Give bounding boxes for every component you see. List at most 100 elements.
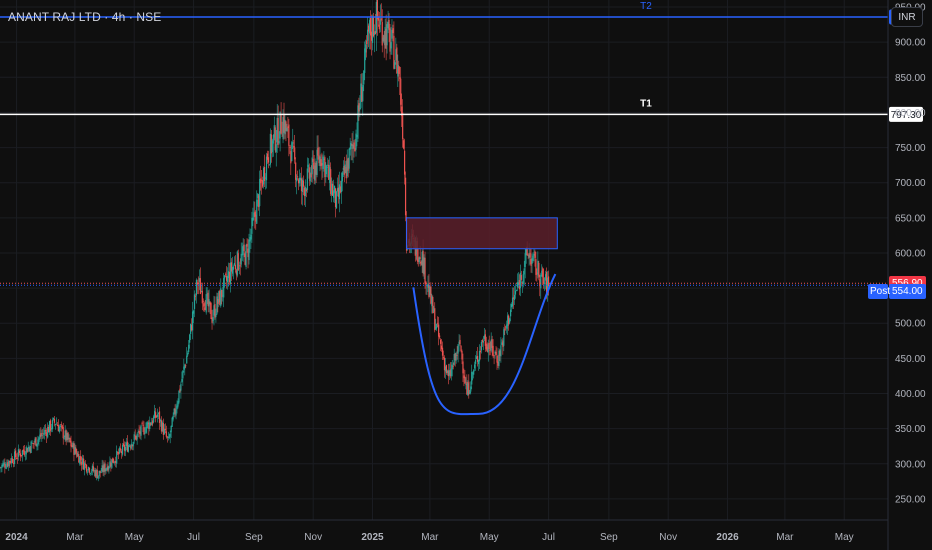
resistance-zone-box[interactable]: [406, 217, 558, 250]
candle-body: [78, 454, 80, 463]
candle-body: [200, 291, 202, 293]
candle-body: [46, 431, 48, 437]
candle-body: [308, 167, 310, 179]
candle-body: [441, 347, 444, 356]
candle-body: [42, 433, 44, 435]
candle-body: [417, 259, 419, 262]
candle-body: [272, 134, 274, 144]
candle-body: [30, 441, 32, 453]
candle-body: [265, 156, 268, 181]
candle-body: [150, 423, 152, 425]
candle-body: [50, 428, 53, 430]
currency-button[interactable]: INR: [891, 7, 923, 27]
candle-body: [0, 467, 2, 469]
candle-body: [146, 422, 148, 429]
candle-body: [185, 365, 187, 367]
candle-body: [419, 257, 421, 259]
candle-body: [157, 412, 160, 414]
candle-body: [222, 295, 224, 297]
candle-body: [289, 146, 291, 148]
candle-body: [226, 275, 229, 283]
candle-body: [279, 111, 281, 139]
candle-body: [479, 350, 482, 353]
cup-pattern-curve[interactable]: [412, 273, 557, 416]
candle-body: [460, 345, 462, 352]
candle-body: [238, 267, 240, 269]
candle-body: [471, 371, 473, 385]
candle-body: [72, 442, 74, 448]
candle-body: [367, 29, 369, 41]
candle-body: [398, 66, 400, 74]
candle-body: [236, 251, 238, 276]
candle-body: [481, 340, 484, 343]
candle-body: [313, 162, 315, 179]
candle-body: [273, 125, 275, 138]
candle-body: [386, 24, 388, 46]
candle-body: [68, 437, 70, 439]
candle-body: [91, 465, 93, 472]
candle-body: [237, 253, 239, 271]
candle-body: [540, 274, 542, 289]
candle-body: [435, 327, 437, 330]
candle-body: [429, 287, 431, 296]
candle-body: [353, 142, 355, 149]
candle-body: [467, 383, 469, 396]
time-tick-label: 2026: [716, 532, 739, 543]
candle-body: [219, 290, 221, 305]
candle-body: [149, 421, 151, 429]
candle-body: [127, 445, 129, 452]
candle-body: [346, 160, 348, 177]
time-tick-label: Mar: [66, 532, 84, 543]
candle-body: [221, 289, 223, 298]
price-tick-label: 350.00: [895, 424, 926, 435]
candle-body: [321, 163, 323, 166]
candle-body: [287, 126, 289, 128]
candle-body: [275, 144, 277, 153]
candle-body: [254, 211, 256, 217]
candle-body: [130, 443, 132, 449]
candle-body: [546, 277, 549, 296]
price-tick-label: 400.00: [895, 389, 926, 400]
candle-body: [439, 335, 441, 338]
time-tick-label: May: [835, 532, 854, 543]
candle-body: [451, 364, 453, 370]
candle-body: [319, 156, 321, 167]
candle-body: [41, 434, 43, 436]
candle-body: [81, 461, 83, 465]
candle-body: [511, 297, 514, 307]
drawing-overlays[interactable]: T2935.80T1797.30: [0, 1, 923, 416]
candle-body: [472, 372, 474, 374]
candle-body: [114, 461, 116, 463]
candle-body: [278, 141, 280, 143]
candle-body: [128, 445, 130, 447]
candle-body: [268, 164, 271, 166]
candle-body: [16, 457, 19, 459]
candle-body: [189, 334, 191, 343]
candle-body: [351, 143, 353, 146]
candle-body: [60, 424, 62, 426]
candle-body: [495, 351, 497, 356]
candle-body: [322, 156, 324, 169]
candle-body: [276, 117, 278, 143]
candle-body: [504, 328, 506, 330]
candle-body: [1, 464, 3, 468]
candle-body: [535, 259, 537, 275]
candle-body: [75, 447, 77, 453]
candle-body: [328, 165, 330, 180]
candle-body: [228, 271, 231, 283]
time-axis[interactable]: 2024 Mar May Jul Sep Nov 2025 Mar May Jul Sep Nov 20…: [0, 519, 888, 543]
candle-body: [132, 441, 134, 447]
candle-body: [393, 35, 395, 69]
candle-body: [286, 127, 288, 132]
candle-body: [489, 349, 491, 351]
candle-body: [214, 304, 216, 318]
candle-body: [155, 412, 157, 418]
candle-body: [444, 366, 447, 372]
time-tick-label: Nov: [304, 532, 322, 543]
candle-body: [296, 177, 298, 182]
candle-body: [12, 458, 14, 463]
price-tick-label: 450.00: [895, 354, 926, 365]
candle-body: [186, 355, 188, 364]
candle-body: [494, 351, 496, 354]
